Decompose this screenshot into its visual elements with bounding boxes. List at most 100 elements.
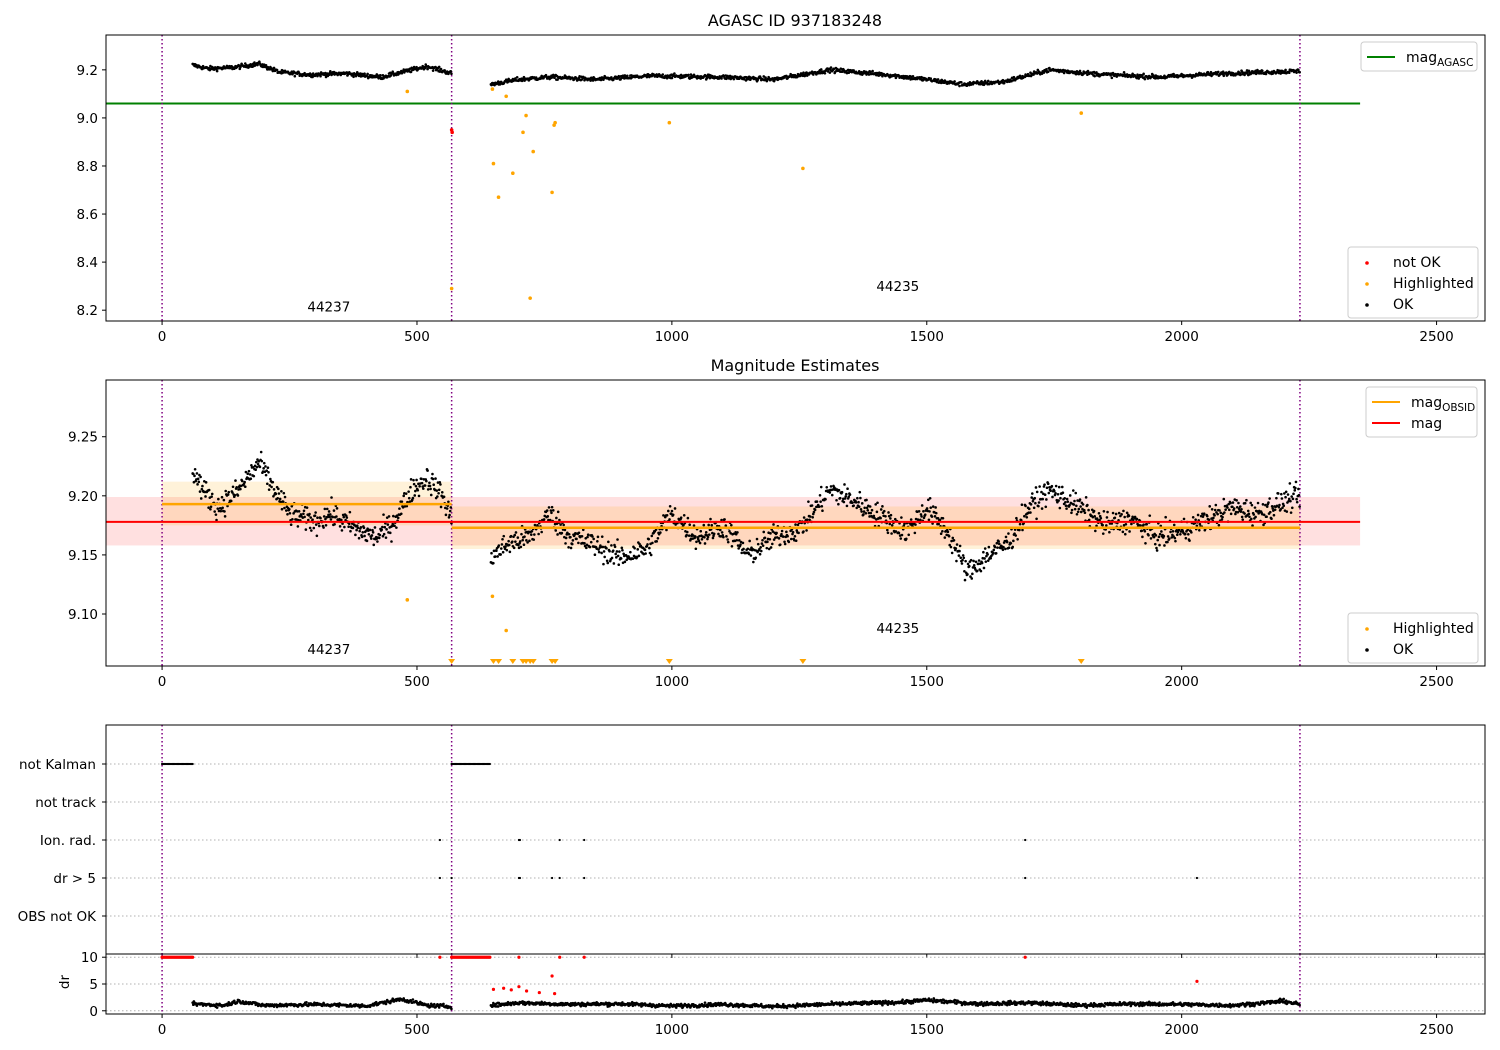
ok-point bbox=[698, 541, 702, 545]
ok-point bbox=[1034, 501, 1037, 505]
legend-box bbox=[1365, 386, 1478, 438]
ok-point bbox=[584, 536, 588, 540]
ok-point bbox=[1127, 514, 1131, 518]
ok-point bbox=[1131, 518, 1135, 522]
ok-point bbox=[1249, 501, 1252, 505]
ok-point bbox=[1033, 496, 1037, 500]
ok-point bbox=[293, 74, 297, 78]
ok-point bbox=[525, 539, 528, 542]
legend-label: OK bbox=[1393, 297, 1414, 313]
ok-point bbox=[1101, 523, 1104, 527]
x-tick-label: 2000 bbox=[1164, 329, 1198, 345]
ok-point bbox=[519, 545, 523, 549]
ok-point bbox=[901, 998, 904, 1002]
ok-point bbox=[1205, 514, 1209, 518]
ok-point bbox=[1231, 505, 1234, 509]
ok-point bbox=[286, 512, 289, 516]
y-tick-label: 10 bbox=[81, 950, 98, 966]
ok-point bbox=[951, 536, 955, 540]
ok-point bbox=[794, 1006, 797, 1010]
ok-point bbox=[319, 516, 322, 520]
ok-point bbox=[837, 502, 840, 506]
ok-point bbox=[1239, 510, 1243, 513]
ok-point bbox=[820, 504, 824, 508]
ok-point bbox=[268, 484, 272, 487]
ok-point bbox=[685, 530, 689, 534]
ok-point bbox=[1184, 536, 1188, 540]
ok-point bbox=[862, 510, 866, 513]
ok-point bbox=[1087, 508, 1090, 512]
ok-point bbox=[726, 538, 729, 541]
ok-point bbox=[581, 528, 585, 532]
ok-point bbox=[1046, 70, 1050, 74]
ok-point bbox=[596, 539, 599, 543]
ok-point bbox=[1246, 509, 1250, 513]
ok-point bbox=[498, 83, 502, 86]
ok-point bbox=[333, 522, 336, 526]
ok-point bbox=[1156, 538, 1160, 542]
ok-point bbox=[1287, 71, 1291, 75]
ok-point bbox=[1051, 495, 1054, 499]
ok-point bbox=[764, 76, 767, 79]
ok-point bbox=[805, 518, 809, 521]
ok-point bbox=[720, 518, 723, 522]
ok-point bbox=[196, 477, 200, 481]
ok-point bbox=[593, 553, 597, 557]
ok-point bbox=[577, 541, 580, 545]
highlighted-point bbox=[405, 89, 410, 94]
ok-point bbox=[257, 460, 261, 463]
ok-point bbox=[762, 530, 766, 534]
ok-point bbox=[995, 541, 999, 545]
ok-point bbox=[352, 75, 355, 79]
ok-point bbox=[854, 501, 858, 504]
ok-point bbox=[1175, 533, 1179, 537]
ok-point bbox=[447, 500, 450, 504]
ok-point bbox=[555, 516, 558, 520]
flag-point bbox=[558, 838, 561, 842]
y-tick-label: 9.15 bbox=[68, 548, 98, 564]
ok-point bbox=[586, 533, 590, 537]
ok-point bbox=[979, 82, 982, 86]
ok-point bbox=[223, 515, 227, 518]
ok-point bbox=[651, 541, 654, 545]
ok-point bbox=[438, 480, 442, 484]
ok-point bbox=[1098, 514, 1102, 518]
ok-point bbox=[860, 502, 864, 505]
ok-point bbox=[780, 532, 783, 536]
chart-2-frame bbox=[105, 379, 1486, 667]
ok-point bbox=[1277, 505, 1281, 509]
ok-point bbox=[290, 504, 294, 508]
ok-point bbox=[1016, 537, 1019, 541]
ok-point bbox=[1273, 508, 1277, 511]
legend-label: Highlighted bbox=[1393, 276, 1474, 292]
ok-point bbox=[941, 516, 945, 520]
ok-point bbox=[787, 540, 791, 544]
ok-point bbox=[1284, 68, 1287, 72]
ok-point bbox=[388, 531, 392, 535]
y-tick-label: 9.20 bbox=[68, 489, 98, 505]
ok-point bbox=[210, 492, 214, 496]
ok-point bbox=[1082, 508, 1086, 512]
ok-point bbox=[1279, 508, 1282, 511]
highlighted-point bbox=[504, 628, 508, 633]
ok-point bbox=[1208, 505, 1212, 508]
ok-point bbox=[1141, 535, 1144, 539]
ok-point bbox=[302, 509, 306, 513]
x-tick-label: 0 bbox=[158, 674, 167, 690]
offscale-highlighted-marker bbox=[799, 659, 807, 664]
ok-point bbox=[1155, 549, 1159, 552]
ok-point bbox=[1158, 543, 1161, 547]
ok-point bbox=[862, 513, 865, 516]
flag-category-label: not track bbox=[35, 795, 96, 811]
ok-point bbox=[617, 563, 621, 567]
ok-point bbox=[1237, 507, 1241, 511]
ok-point bbox=[1194, 518, 1197, 522]
ok-point bbox=[1021, 528, 1024, 532]
ok-point bbox=[1223, 511, 1226, 514]
ok-point bbox=[1264, 72, 1268, 76]
chart-2-x-axis: 0 500 1000 1500 2000 2500 bbox=[158, 666, 1454, 690]
ok-point bbox=[434, 477, 437, 480]
ok-point bbox=[747, 552, 751, 556]
ok-point bbox=[1214, 503, 1218, 507]
ok-point bbox=[1222, 74, 1226, 78]
